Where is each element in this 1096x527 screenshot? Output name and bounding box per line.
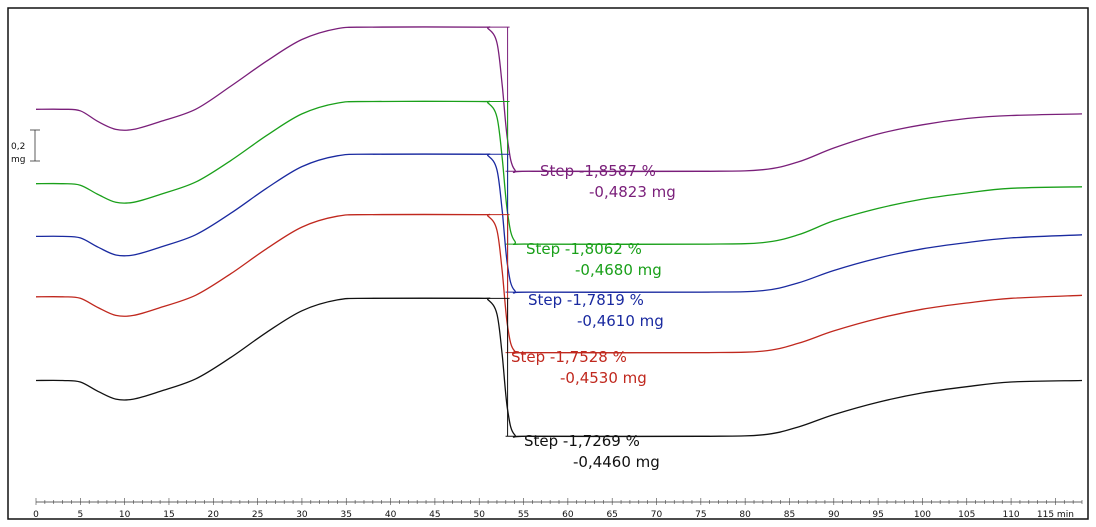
series-line-4	[35, 213, 1083, 355]
series-line-5	[35, 297, 1083, 438]
step-annotation-mass: -0,4610 mg	[577, 312, 664, 330]
x-tick-label: 50	[473, 510, 485, 520]
x-tick-label: 40	[385, 510, 397, 520]
x-tick-label: 10	[119, 510, 131, 520]
step-annotation-label: Step -1,7528 %	[511, 348, 627, 366]
series-line-2	[35, 100, 1083, 246]
x-tick-label: 65	[606, 510, 617, 520]
scale-bar-unit: mg	[11, 155, 25, 165]
x-tick-label: 35	[341, 510, 352, 520]
x-tick-label: 60	[562, 510, 574, 520]
x-tick-label: 15	[163, 510, 174, 520]
x-tick-label: 95	[872, 510, 883, 520]
x-tick-label: 105	[958, 510, 975, 520]
x-tick-label: 25	[252, 510, 263, 520]
step-annotation-mass: -0,4530 mg	[560, 369, 647, 387]
step-annotation-label: Step -1,7819 %	[528, 291, 644, 309]
x-axis: 0 5 10 15 20 25 30 35 40 45 50 55 60 65 70 75 80 85 90 95 10…	[33, 498, 1083, 520]
step-annotation-label: Step -1,8587 %	[540, 162, 656, 180]
series-line-1	[35, 26, 1083, 174]
step-annotation-mass: -0,4680 mg	[575, 261, 662, 279]
x-tick-label: 80	[739, 510, 751, 520]
scale-bar-value: 0,2	[11, 142, 25, 152]
x-tick-label: 30	[296, 510, 308, 520]
x-tick-label: 20	[208, 510, 220, 520]
x-tick-label: 5	[77, 510, 83, 520]
step-annotation-label: Step -1,7269 %	[524, 432, 640, 450]
step-annotation-mass: -0,4460 mg	[573, 453, 660, 471]
x-tick-label: 75	[695, 510, 706, 520]
x-tick-label: 45	[429, 510, 440, 520]
x-tick-label: 85	[784, 510, 795, 520]
plot-frame	[7, 7, 1089, 520]
scale-bar: 0,2 mg	[11, 129, 40, 165]
x-tick-label: 110	[1002, 510, 1019, 520]
x-tick-label: 70	[651, 510, 663, 520]
x-tick-label: 100	[914, 510, 931, 520]
step-annotation-label: Step -1,8062 %	[526, 240, 642, 258]
series-group	[35, 26, 1083, 438]
step-annotation-mass: -0,4823 mg	[589, 183, 676, 201]
x-tick-label: 90	[828, 510, 840, 520]
x-tick-label: 55	[518, 510, 529, 520]
series-line-3	[35, 153, 1083, 294]
x-tick-label: 115 min	[1037, 510, 1074, 520]
x-tick-label: 0	[33, 510, 39, 520]
annotations: Step -1,8587 % -0,4823 mg Step -1,8062 % -0…	[511, 162, 676, 471]
